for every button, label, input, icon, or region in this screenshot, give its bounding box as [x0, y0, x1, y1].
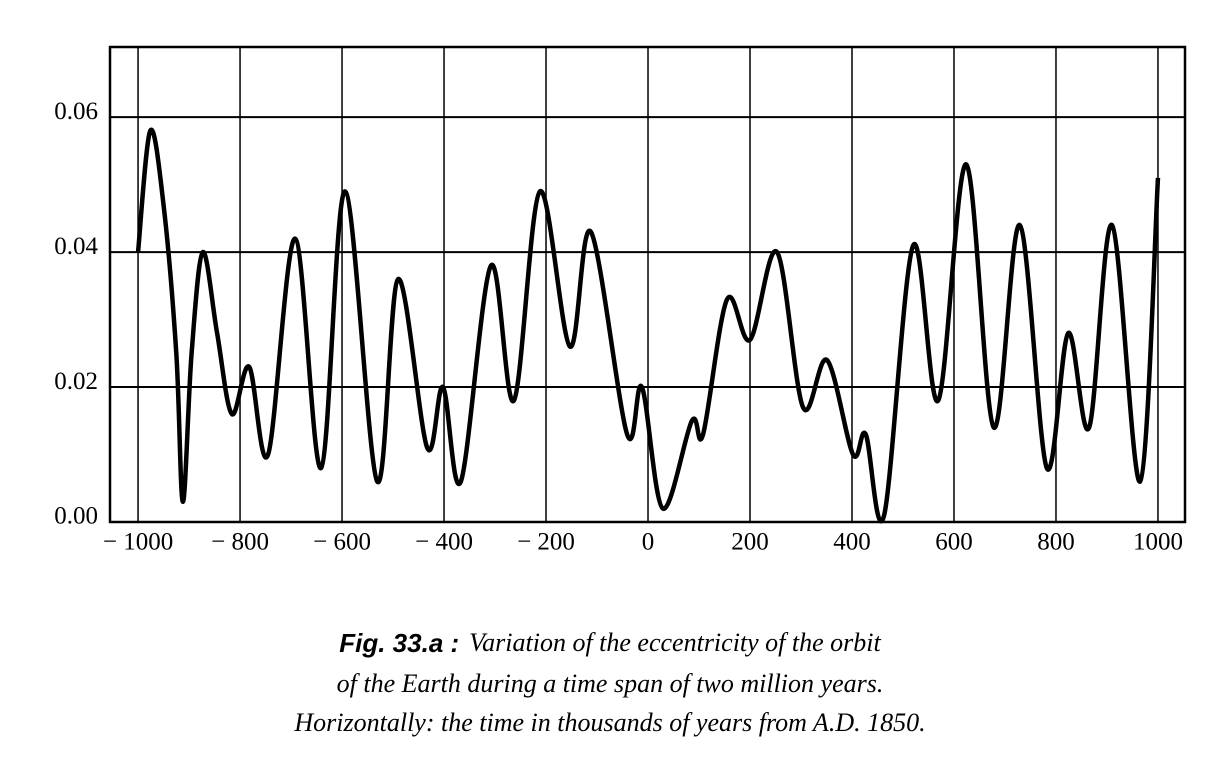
- caption-line: Fig. 33.a : Variation of the eccentricity…: [339, 628, 881, 658]
- x-tick-label: − 800: [211, 529, 269, 556]
- x-tick-label: 600: [935, 529, 973, 556]
- x-tick-label: 0: [642, 529, 655, 556]
- x-tick-label: − 600: [313, 529, 371, 556]
- x-tick-label: 200: [731, 529, 769, 556]
- caption-line: Horizontally: the time in thousands of y…: [293, 708, 925, 737]
- x-tick-label: 1000: [1133, 529, 1183, 556]
- data-line: [135, 127, 1161, 524]
- plot-frame: [108, 45, 1187, 524]
- caption-label: Fig. 33.a :: [339, 628, 459, 658]
- x-tick-label: − 400: [415, 529, 473, 556]
- x-tick-label: − 200: [517, 529, 575, 556]
- x-tick-label: 400: [833, 529, 871, 556]
- caption-text: Variation of the eccentricity of the orb…: [469, 628, 881, 657]
- caption-line: of the Earth during a time span of two m…: [337, 669, 884, 698]
- y-tick-label: 0.04: [54, 233, 98, 260]
- y-tick-label: 0.00: [54, 503, 98, 530]
- x-tick-label: 800: [1037, 529, 1075, 556]
- x-tick-label: − 1000: [103, 529, 173, 556]
- y-tick-label: 0.02: [54, 368, 98, 395]
- y-tick-label: 0.06: [54, 98, 98, 125]
